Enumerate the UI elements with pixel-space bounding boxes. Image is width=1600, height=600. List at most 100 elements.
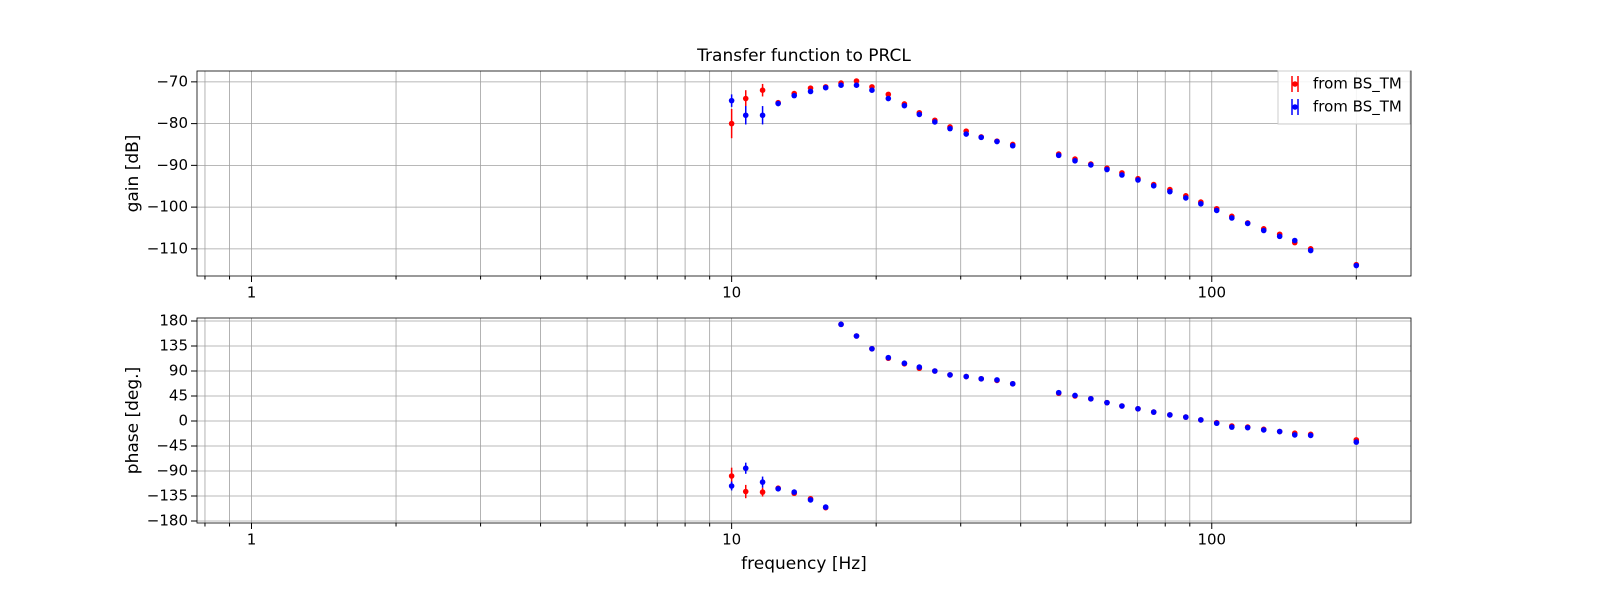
point — [1213, 207, 1220, 214]
point — [1150, 409, 1157, 415]
y-tick-label: −90 — [156, 156, 188, 174]
point — [759, 489, 766, 495]
point — [947, 372, 953, 378]
y-axis-label: phase [deg.] — [123, 367, 143, 474]
point — [1167, 188, 1173, 195]
point — [775, 485, 781, 492]
y-tick-label: −80 — [156, 114, 188, 132]
point — [1104, 166, 1110, 173]
x-tick-label: 10 — [722, 531, 741, 549]
x-axis-label: frequency [Hz] — [741, 554, 867, 574]
point — [742, 112, 749, 119]
point — [932, 119, 938, 125]
point — [728, 473, 735, 479]
panel: 1 10 100 −70 −80 −90 −100 −110 Transfer function… — [123, 46, 1412, 302]
point — [853, 78, 860, 84]
point — [869, 345, 875, 352]
y-tick-label: −70 — [156, 72, 188, 90]
axes-frame — [196, 70, 1412, 277]
point — [963, 373, 969, 380]
legend-label: from BS_TM — [1313, 98, 1402, 117]
point — [759, 87, 766, 94]
x-tick-label: 100 — [1197, 284, 1226, 302]
point — [901, 102, 908, 109]
point — [1088, 395, 1094, 402]
legend-label: from BS_TM — [1313, 75, 1402, 94]
point — [1213, 420, 1220, 427]
point — [1167, 412, 1173, 418]
point — [978, 375, 985, 382]
point — [916, 111, 923, 118]
point — [742, 488, 749, 495]
point — [807, 497, 814, 503]
chart-title: Transfer function to PRCL — [696, 46, 911, 66]
point — [759, 112, 766, 119]
y-tick-label: 0 — [178, 412, 188, 430]
point — [1198, 200, 1204, 207]
point — [1088, 162, 1094, 168]
point — [791, 92, 798, 99]
point — [994, 377, 1000, 383]
point — [978, 134, 985, 141]
point — [742, 95, 749, 102]
point — [1198, 417, 1204, 423]
y-tick-label: 135 — [159, 337, 188, 355]
y-tick-label: 45 — [169, 387, 188, 405]
point — [1055, 389, 1062, 396]
point — [728, 483, 735, 489]
point — [901, 360, 908, 367]
point — [759, 479, 766, 485]
point — [1244, 424, 1251, 431]
point — [791, 489, 798, 495]
point — [1072, 157, 1078, 164]
point — [1307, 432, 1314, 439]
point — [885, 354, 892, 361]
legend-box — [1277, 70, 1411, 125]
point — [1150, 183, 1157, 189]
point — [1291, 432, 1298, 438]
point — [932, 368, 938, 374]
legend-marker — [1292, 81, 1298, 87]
point — [1072, 392, 1078, 399]
point — [963, 131, 969, 137]
x-tick-label: 10 — [722, 284, 741, 302]
point — [1229, 215, 1235, 221]
point — [1260, 427, 1267, 433]
point — [1353, 262, 1360, 269]
point — [838, 82, 844, 88]
point — [1119, 403, 1125, 409]
point — [822, 504, 829, 510]
point — [869, 87, 875, 94]
point — [885, 91, 892, 98]
axes-frame — [196, 317, 1412, 524]
point — [853, 333, 860, 339]
point — [775, 100, 781, 107]
point — [1135, 177, 1141, 183]
x-tick-label: 100 — [1197, 531, 1226, 549]
point — [1009, 380, 1016, 387]
point — [838, 321, 844, 328]
y-tick-label: −110 — [147, 239, 188, 257]
y-tick-label: −180 — [147, 512, 188, 530]
point — [853, 82, 860, 88]
point — [1009, 142, 1016, 149]
y-axis-label: gain [dB] — [123, 135, 143, 213]
point — [1353, 439, 1360, 445]
y-tick-label: −135 — [147, 487, 188, 505]
point — [1135, 405, 1141, 412]
point — [1119, 172, 1125, 178]
point — [1055, 152, 1062, 159]
point — [1260, 227, 1267, 234]
point — [1183, 195, 1189, 201]
point — [1291, 237, 1298, 244]
point — [1229, 424, 1235, 430]
point — [728, 97, 735, 104]
point — [728, 120, 735, 127]
point — [1276, 428, 1283, 435]
point — [916, 364, 923, 370]
point — [994, 138, 1000, 145]
y-tick-label: −45 — [156, 437, 188, 455]
y-tick-label: 180 — [159, 312, 188, 330]
y-tick-label: 90 — [169, 362, 188, 380]
